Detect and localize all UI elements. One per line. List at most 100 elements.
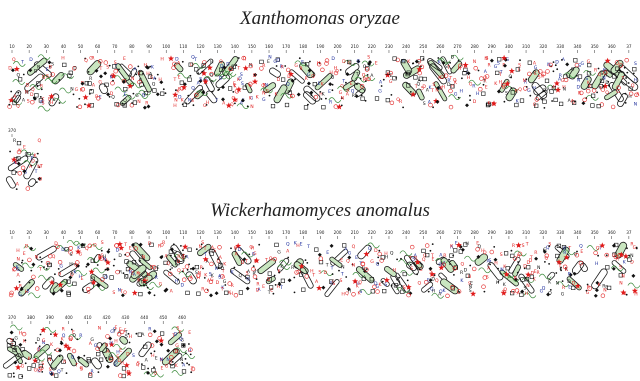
residue-letter: N — [526, 283, 529, 289]
glycine-diamond — [76, 355, 81, 360]
residue-letter: R — [300, 66, 304, 72]
residue-dot — [551, 100, 553, 102]
residue-square — [153, 266, 158, 271]
residue-square — [122, 103, 127, 108]
cluster-outline — [402, 81, 417, 97]
residue-letter: Q — [439, 289, 443, 295]
residue-letter: K — [234, 246, 238, 252]
residue-square — [124, 259, 129, 264]
residue-letter: A — [379, 79, 383, 85]
residue-letter: R — [119, 270, 123, 276]
residue-letter: A — [286, 248, 290, 254]
backbone-segment — [149, 281, 162, 288]
residue-letter: T — [306, 244, 310, 250]
residue-letter: S — [522, 243, 525, 249]
residue-letter: R — [460, 270, 464, 276]
residue-letter: E — [605, 285, 608, 291]
residue-letter: R — [291, 265, 295, 271]
residue-letter: E — [568, 285, 571, 291]
residue-letter: H — [476, 91, 479, 97]
residue-letter: Q — [174, 332, 178, 338]
residue-dot — [127, 332, 130, 335]
residue-dot — [72, 93, 75, 96]
backbone-segment — [138, 89, 152, 96]
residue-letter: D — [93, 242, 97, 248]
residue-letter: T — [499, 70, 503, 76]
residue-letter: E — [161, 365, 164, 371]
cluster-outline — [604, 89, 618, 101]
residue-letter: R — [616, 256, 620, 262]
residue-letter: R — [162, 240, 166, 246]
residue-dot — [304, 259, 307, 261]
hca-plot-wickerhamomyces-row-1: 10 20 30 40 50 60 70 80 90 100 110 120 130 140 150 160 1… — [8, 230, 640, 299]
residue-letter: R — [524, 79, 528, 85]
proline-star — [599, 242, 606, 249]
residue-letter: H — [146, 71, 149, 77]
residue-letter: S — [218, 261, 221, 267]
proline-star — [602, 82, 609, 89]
residue-circle — [501, 82, 506, 88]
residue-square — [298, 272, 304, 277]
residue-letter: Q — [249, 245, 253, 251]
proline-star — [48, 93, 55, 99]
residue-letter: S — [500, 252, 503, 258]
residue-dot — [189, 353, 192, 356]
residue-letter: N — [341, 265, 344, 271]
residue-dot — [82, 289, 84, 291]
glycine-diamond — [328, 82, 333, 87]
backbone-segment — [610, 265, 624, 272]
cluster-outline — [518, 273, 535, 294]
residue-letter: A — [235, 251, 239, 257]
residue-letter: K — [151, 65, 155, 71]
residue-dot — [544, 261, 546, 263]
residue-dot — [585, 97, 588, 100]
residue-letter: T — [408, 256, 412, 262]
residue-dot — [298, 57, 301, 60]
residue-dot — [57, 268, 60, 270]
residue-square — [102, 274, 107, 279]
residue-letter: E — [124, 328, 127, 334]
residue-letter: E — [300, 242, 303, 248]
residue-letter: T — [525, 242, 529, 248]
ruler-tick-label: 400 — [65, 315, 73, 320]
residue-dot — [554, 64, 557, 67]
residue-letter: H — [317, 61, 320, 67]
residue-letter: D — [253, 73, 257, 79]
ruler-tick-label: 50 — [78, 44, 84, 49]
residue-letter: N — [484, 56, 487, 62]
residue-dot — [400, 257, 402, 260]
residue-letter: S — [429, 269, 432, 275]
residue-letter: R — [40, 84, 44, 90]
residue-circle — [593, 250, 598, 256]
hydrophobic-cluster — [13, 94, 22, 104]
residue-letter: Q — [57, 369, 61, 375]
residue-circle — [98, 59, 103, 64]
proline-star — [501, 54, 508, 61]
residue-square — [549, 89, 554, 94]
hydrophobic-cluster — [571, 260, 585, 275]
residue-dot — [131, 102, 134, 104]
residue-letter: K — [256, 95, 260, 101]
ruler-tick-label: 240 — [402, 230, 410, 235]
residue-letter: A — [558, 77, 562, 83]
residue-letter: S — [10, 337, 13, 343]
residue-dot — [483, 290, 486, 293]
residue-letter: G — [21, 364, 25, 370]
residue-letter: N — [541, 73, 544, 79]
hydrophobic-cluster — [265, 275, 276, 285]
residue-circle — [406, 292, 411, 298]
residue-letter: K — [136, 270, 140, 276]
residue-dot — [174, 259, 177, 262]
residue-square — [11, 341, 16, 346]
residue-circle — [25, 186, 30, 191]
residue-letter: T — [39, 164, 43, 170]
residue-circle — [12, 266, 17, 272]
cluster-outline — [257, 258, 276, 275]
residue-letter: K — [16, 265, 20, 271]
residue-square — [218, 263, 223, 268]
residue-letter: S — [486, 55, 489, 61]
proline-star — [604, 57, 611, 64]
residue-letter: S — [468, 281, 471, 287]
residue-letter: N — [352, 262, 355, 268]
backbone-segment — [38, 274, 51, 281]
